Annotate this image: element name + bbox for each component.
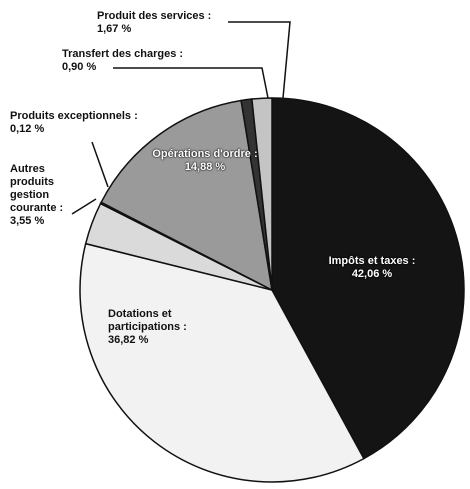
slice-label: Produits exceptionnels :0,12 % [10,110,170,136]
pie-slice [251,97,273,291]
slice-label: Impôts et taxes :42,06 % [302,255,442,281]
slice-label: Opérations d'ordre :14,88 % [150,148,260,174]
slice-name: Produit des services : [97,10,212,22]
slice-value: 0,90 % [62,61,97,73]
leader-line [91,141,109,188]
slice-value: 14,88 % [184,161,226,173]
slice-name: Autres produits gestion courante : [10,163,64,214]
slice-label: Autres produits gestion courante :3,55 % [10,163,80,228]
slice-name: Impôts et taxes : [328,255,416,267]
slice-name: Dotations et participations : [108,308,187,333]
slice-value: 42,06 % [351,268,393,280]
slice-name: Produits exceptionnels : [10,110,138,122]
pie-slice [79,242,365,483]
pie-slice [100,99,273,292]
leader-line [113,67,269,99]
pie-slice [271,97,465,460]
slice-name: Transfert des charges : [62,48,184,60]
slice-value: 0,12 % [10,123,45,135]
slice-label: Dotations et participations :36,82 % [108,308,218,347]
leader-line [228,21,291,99]
slice-value: 3,55 % [10,215,45,227]
slice-name: Opérations d'ordre : [152,148,258,160]
slice-label: Produit des services :1,67 % [97,10,247,36]
slice-label: Transfert des charges :0,90 % [62,48,222,74]
leader-line [71,198,97,215]
slice-value: 36,82 % [108,334,149,346]
slice-value: 1,67 % [97,23,132,35]
